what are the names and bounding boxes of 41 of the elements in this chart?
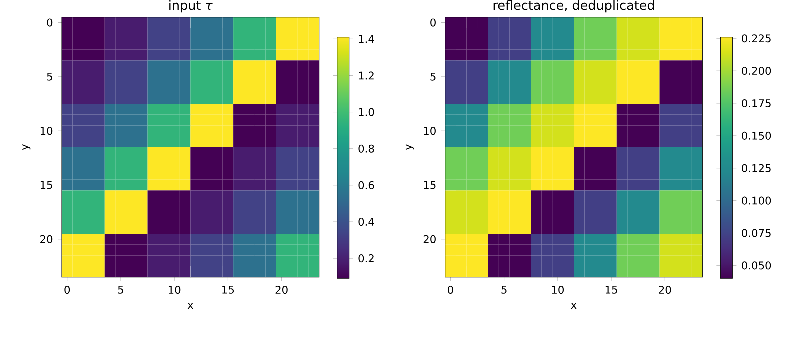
color-bar-label: 0.4 (358, 218, 374, 226)
y-tick-label: 5 (430, 72, 436, 81)
chart-title: reflectance, deduplicated (494, 0, 654, 13)
color-bar-label: 1.2 (359, 72, 374, 80)
y-tick-label: 20 (40, 235, 53, 244)
y-tick-label: 10 (424, 127, 436, 136)
color-bar-label: 0.225 (742, 34, 771, 43)
chart-title: input τ (170, 0, 213, 13)
color-bar-label: 0.150 (742, 132, 772, 140)
y-tick-label: 0 (47, 18, 53, 27)
x-tick-label: 5 (118, 286, 124, 294)
color-bar-label: 0.100 (742, 196, 772, 205)
y-axis-title: y (406, 144, 414, 150)
y-tick-label: 15 (40, 181, 52, 190)
color-bar-label: 1.4 (359, 35, 374, 44)
x-tick-label: 15 (606, 286, 618, 294)
x-tick-label: 20 (276, 286, 288, 294)
color-bar-label: 0.6 (358, 181, 374, 190)
x-tick-label: 20 (659, 286, 672, 294)
color-bar-label: 0.050 (742, 262, 772, 270)
color-bar-label: 0.2 (358, 254, 374, 263)
color-bar-label: 0.175 (742, 99, 771, 108)
y-tick-label: 20 (424, 235, 436, 244)
y-tick-label: 15 (424, 181, 436, 190)
color-bar-label: 0.075 (742, 229, 771, 238)
color-bar-label: 0.8 (358, 144, 374, 153)
x-axis-title: x (188, 303, 194, 309)
x-tick-label: 5 (502, 286, 507, 294)
x-tick-label: 10 (552, 286, 564, 294)
x-tick-label: 10 (168, 286, 181, 294)
x-tick-label: 15 (222, 286, 234, 294)
y-tick-label: 10 (40, 127, 53, 136)
color-bar-label: 1.0 (359, 108, 374, 116)
color-bar-label: 0.125 (742, 164, 771, 172)
y-tick-label: 0 (430, 18, 436, 27)
y-axis-title: y (22, 144, 31, 150)
x-axis-title: x (571, 303, 577, 309)
color-bar-label: 0.200 (742, 67, 772, 76)
y-tick-label: 5 (47, 72, 52, 81)
x-tick-label: 0 (448, 286, 454, 294)
x-tick-label: 0 (64, 286, 70, 294)
